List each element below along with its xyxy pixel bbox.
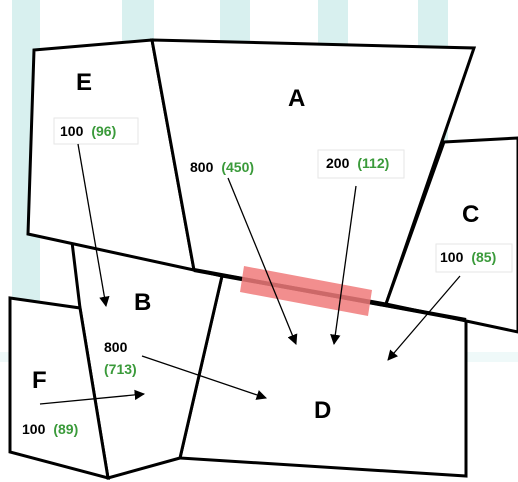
region-b-label: B [134,289,151,316]
flow-e-label: 100 (96) [60,123,116,140]
flow-b-value: 800 [104,339,128,355]
arrow-b-to-d [141,355,267,400]
region-f-shape [8,296,110,481]
label-box-c [435,243,513,273]
region-c-label: C [462,201,479,228]
region-d-label: D [314,397,331,424]
region-a-label: A [288,85,305,112]
label-box-a-right [317,149,405,179]
flow-c-value: 100 [440,249,464,265]
region-c-shape [384,136,518,334]
arrow-e-to-b [77,143,110,308]
region-f-label: F [32,367,47,394]
flow-a-left-adjusted: (450) [221,159,254,175]
flow-c-adjusted: (85) [471,249,496,265]
flow-f-label: 100 (89) [22,421,78,438]
flow-c-label: 100 (85) [440,249,496,266]
flow-e-value: 100 [60,123,84,139]
flow-e-adjusted: (96) [91,123,116,139]
arrow-a-right-to-d [330,185,357,346]
label-box-e [53,117,139,145]
flow-a-right-label: 200 (112) [326,155,389,172]
arrow-a-left-to-d [227,177,298,345]
flow-a-left-value: 800 [190,159,214,175]
flow-a-right-adjusted: (112) [357,155,389,171]
region-e-label: E [76,69,92,96]
flow-b-adjusted: (713) [104,361,137,377]
arrow-f-to-b [39,389,146,405]
flow-a-right-value: 200 [326,155,350,171]
flow-a-left-label: 800 (450) [190,159,254,176]
flow-f-adjusted: (89) [53,421,78,437]
arrow-c-to-d [387,275,461,361]
flow-f-value: 100 [22,421,46,437]
